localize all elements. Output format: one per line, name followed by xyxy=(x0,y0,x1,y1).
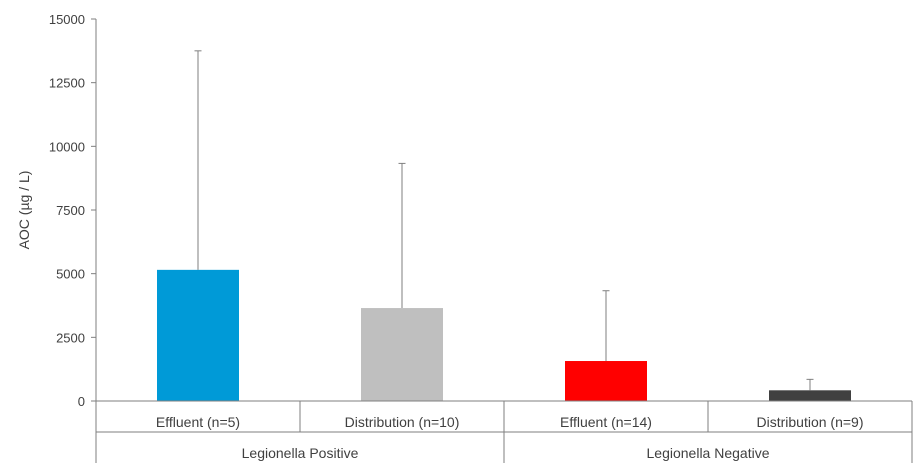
bar xyxy=(565,361,647,401)
x-category-label: Distribution (n=10) xyxy=(345,414,460,430)
x-axis-groups: Legionella Positive Legionella Negative xyxy=(242,445,770,461)
x-category-label: Effluent (n=5) xyxy=(156,414,240,430)
y-tick-label: 7500 xyxy=(56,203,85,218)
y-axis-ticks: 0 2500 5000 7500 10000 12500 15000 xyxy=(49,12,96,409)
x-group-label: Legionella Negative xyxy=(647,445,770,461)
y-tick-label: 0 xyxy=(78,394,85,409)
y-tick-label: 2500 xyxy=(56,330,85,345)
y-axis-label: AOC (µg / L) xyxy=(16,171,32,250)
bar xyxy=(361,308,443,401)
bars xyxy=(157,269,851,401)
x-axis-categories: Effluent (n=5) Distribution (n=10) Effluen… xyxy=(95,401,913,463)
y-tick-label: 15000 xyxy=(49,12,85,27)
y-tick-label: 12500 xyxy=(49,76,85,91)
x-group-label: Legionella Positive xyxy=(242,445,359,461)
bar xyxy=(157,269,239,401)
bar xyxy=(769,390,851,401)
y-tick-label: 10000 xyxy=(49,139,85,154)
x-category-label: Distribution (n=9) xyxy=(757,414,864,430)
y-tick-label: 5000 xyxy=(56,267,85,282)
x-category-label: Effluent (n=14) xyxy=(560,414,652,430)
error-bars xyxy=(194,50,814,391)
